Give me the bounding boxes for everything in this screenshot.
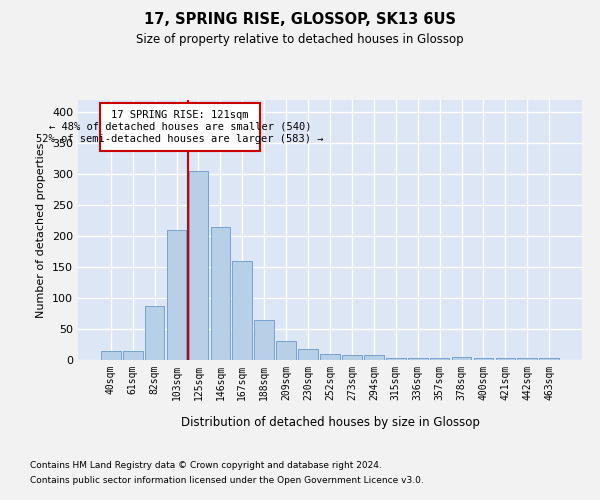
Bar	[386, 358, 406, 360]
Bar	[254, 320, 274, 360]
Bar	[473, 358, 493, 360]
Bar	[123, 350, 143, 360]
Bar	[539, 358, 559, 360]
Bar	[496, 358, 515, 360]
Bar	[211, 227, 230, 360]
Text: Contains public sector information licensed under the Open Government Licence v3: Contains public sector information licen…	[30, 476, 424, 485]
Bar	[232, 261, 252, 360]
Bar	[430, 358, 449, 360]
Bar	[342, 355, 362, 360]
Y-axis label: Number of detached properties: Number of detached properties	[37, 142, 46, 318]
Text: ← 48% of detached houses are smaller (540): ← 48% of detached houses are smaller (54…	[49, 122, 311, 132]
Bar	[276, 342, 296, 360]
Bar	[408, 358, 428, 360]
Bar	[517, 358, 537, 360]
Text: 52% of semi-detached houses are larger (583) →: 52% of semi-detached houses are larger (…	[36, 134, 324, 144]
FancyBboxPatch shape	[100, 103, 260, 151]
Bar	[320, 354, 340, 360]
Bar	[145, 306, 164, 360]
Bar	[298, 349, 318, 360]
Bar	[452, 357, 472, 360]
Bar	[101, 350, 121, 360]
Text: Size of property relative to detached houses in Glossop: Size of property relative to detached ho…	[136, 32, 464, 46]
Bar	[188, 171, 208, 360]
Bar	[364, 355, 384, 360]
Text: Distribution of detached houses by size in Glossop: Distribution of detached houses by size …	[181, 416, 479, 429]
Text: Contains HM Land Registry data © Crown copyright and database right 2024.: Contains HM Land Registry data © Crown c…	[30, 461, 382, 470]
Bar	[167, 230, 187, 360]
Text: 17, SPRING RISE, GLOSSOP, SK13 6US: 17, SPRING RISE, GLOSSOP, SK13 6US	[144, 12, 456, 28]
Text: 17 SPRING RISE: 121sqm: 17 SPRING RISE: 121sqm	[111, 110, 249, 120]
